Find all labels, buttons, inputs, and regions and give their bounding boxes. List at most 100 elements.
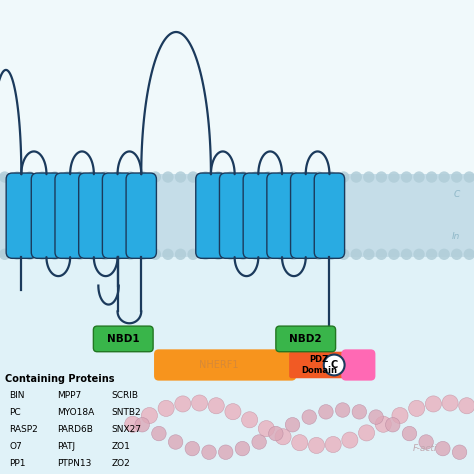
- Circle shape: [438, 172, 450, 182]
- Text: PDZ
Domain: PDZ Domain: [301, 356, 337, 374]
- Circle shape: [250, 248, 262, 260]
- Text: RASP2: RASP2: [9, 425, 38, 434]
- Text: PARD6B: PARD6B: [57, 425, 93, 434]
- Circle shape: [269, 426, 283, 441]
- Circle shape: [141, 408, 157, 424]
- Circle shape: [369, 410, 383, 424]
- Circle shape: [385, 418, 400, 432]
- Text: ZO2: ZO2: [111, 459, 130, 468]
- Circle shape: [352, 405, 366, 419]
- Text: O7: O7: [9, 442, 22, 451]
- Circle shape: [175, 396, 191, 412]
- Circle shape: [401, 172, 412, 182]
- Circle shape: [100, 248, 111, 260]
- Circle shape: [125, 416, 141, 432]
- Text: Containing Proteins: Containing Proteins: [5, 374, 114, 384]
- FancyBboxPatch shape: [6, 173, 36, 258]
- Circle shape: [326, 248, 337, 260]
- Circle shape: [263, 172, 274, 182]
- FancyBboxPatch shape: [126, 173, 156, 258]
- FancyBboxPatch shape: [55, 173, 85, 258]
- Circle shape: [313, 248, 324, 260]
- Circle shape: [185, 441, 200, 456]
- Circle shape: [301, 248, 312, 260]
- Circle shape: [402, 426, 417, 441]
- Text: In: In: [451, 232, 460, 241]
- Circle shape: [363, 172, 374, 182]
- Circle shape: [342, 432, 358, 448]
- Circle shape: [158, 401, 174, 417]
- Circle shape: [358, 425, 374, 441]
- Text: ZO1: ZO1: [111, 442, 130, 451]
- Circle shape: [36, 172, 48, 182]
- Text: SNX27: SNX27: [111, 425, 141, 434]
- Circle shape: [212, 172, 224, 182]
- Circle shape: [288, 172, 299, 182]
- Circle shape: [11, 172, 23, 182]
- Circle shape: [363, 248, 374, 260]
- Circle shape: [62, 248, 73, 260]
- Circle shape: [225, 404, 241, 420]
- Circle shape: [338, 172, 349, 182]
- Text: F-acti: F-acti: [412, 444, 437, 453]
- Circle shape: [388, 172, 400, 182]
- Text: PC: PC: [9, 408, 21, 417]
- Circle shape: [275, 248, 287, 260]
- Text: PP1: PP1: [9, 459, 26, 468]
- Circle shape: [87, 172, 98, 182]
- Circle shape: [11, 248, 23, 260]
- Circle shape: [175, 172, 186, 182]
- Text: SNTB2: SNTB2: [111, 408, 141, 417]
- FancyBboxPatch shape: [219, 173, 250, 258]
- Circle shape: [74, 172, 86, 182]
- Text: NBD2: NBD2: [290, 334, 322, 344]
- Text: NHERF1: NHERF1: [199, 360, 238, 370]
- FancyBboxPatch shape: [102, 173, 133, 258]
- Circle shape: [137, 172, 148, 182]
- FancyBboxPatch shape: [314, 173, 345, 258]
- Circle shape: [36, 248, 48, 260]
- Circle shape: [187, 248, 199, 260]
- Circle shape: [258, 420, 274, 437]
- FancyBboxPatch shape: [31, 173, 62, 258]
- Circle shape: [168, 435, 183, 449]
- Circle shape: [162, 248, 173, 260]
- Circle shape: [112, 248, 123, 260]
- Circle shape: [388, 248, 400, 260]
- Circle shape: [292, 435, 308, 451]
- Circle shape: [319, 405, 333, 419]
- FancyBboxPatch shape: [289, 352, 348, 378]
- Circle shape: [24, 172, 36, 182]
- Circle shape: [338, 248, 349, 260]
- Circle shape: [225, 172, 237, 182]
- Circle shape: [426, 248, 438, 260]
- Circle shape: [225, 248, 237, 260]
- FancyBboxPatch shape: [243, 173, 273, 258]
- FancyBboxPatch shape: [291, 173, 321, 258]
- Circle shape: [200, 248, 211, 260]
- Bar: [0, 174, 474, 257]
- Circle shape: [336, 403, 350, 417]
- Circle shape: [162, 172, 173, 182]
- Circle shape: [325, 437, 341, 453]
- Circle shape: [302, 410, 317, 424]
- Circle shape: [413, 172, 425, 182]
- Circle shape: [74, 248, 86, 260]
- Circle shape: [135, 418, 149, 432]
- Circle shape: [263, 248, 274, 260]
- Text: C: C: [454, 191, 460, 200]
- Circle shape: [288, 248, 299, 260]
- Circle shape: [100, 172, 111, 182]
- Circle shape: [309, 438, 325, 454]
- Text: PATJ: PATJ: [57, 442, 75, 451]
- Circle shape: [0, 248, 10, 260]
- Circle shape: [351, 172, 362, 182]
- Circle shape: [459, 398, 474, 414]
- Circle shape: [150, 248, 161, 260]
- Circle shape: [150, 172, 161, 182]
- Circle shape: [425, 396, 441, 412]
- Text: C: C: [330, 360, 338, 370]
- Circle shape: [24, 248, 36, 260]
- Circle shape: [451, 248, 463, 260]
- Circle shape: [313, 172, 324, 182]
